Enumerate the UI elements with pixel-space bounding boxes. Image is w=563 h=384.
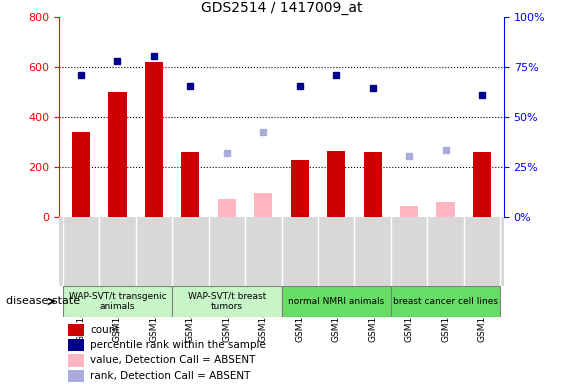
Bar (327, 151, 345, 217)
Bar (391, 286, 501, 317)
Bar (254, 193, 272, 217)
Bar (108, 92, 127, 217)
Text: breast cancer cell lines: breast cancer cell lines (393, 297, 498, 306)
Bar (218, 200, 236, 217)
Bar (145, 62, 163, 217)
Text: count: count (90, 324, 120, 334)
Text: percentile rank within the sample: percentile rank within the sample (90, 340, 266, 350)
Title: GDS2514 / 1417009_at: GDS2514 / 1417009_at (201, 1, 362, 15)
Text: value, Detection Call = ABSENT: value, Detection Call = ABSENT (90, 356, 256, 366)
Bar (172, 286, 282, 317)
Bar (72, 132, 90, 217)
Bar (68, 339, 83, 351)
Text: WAP-SVT/t breast
tumors: WAP-SVT/t breast tumors (187, 292, 266, 311)
Text: normal NMRI animals: normal NMRI animals (288, 297, 385, 306)
Bar (291, 160, 309, 217)
Bar (364, 152, 382, 217)
Text: rank, Detection Call = ABSENT: rank, Detection Call = ABSENT (90, 371, 251, 381)
Bar (181, 152, 199, 217)
Bar (282, 286, 391, 317)
Text: disease state: disease state (6, 296, 80, 306)
Bar (473, 152, 491, 217)
Bar (400, 206, 418, 217)
Bar (68, 354, 83, 366)
Bar (68, 370, 83, 382)
Bar (68, 323, 83, 336)
Bar (62, 286, 172, 317)
Text: WAP-SVT/t transgenic
animals: WAP-SVT/t transgenic animals (69, 292, 166, 311)
Bar (436, 202, 455, 217)
